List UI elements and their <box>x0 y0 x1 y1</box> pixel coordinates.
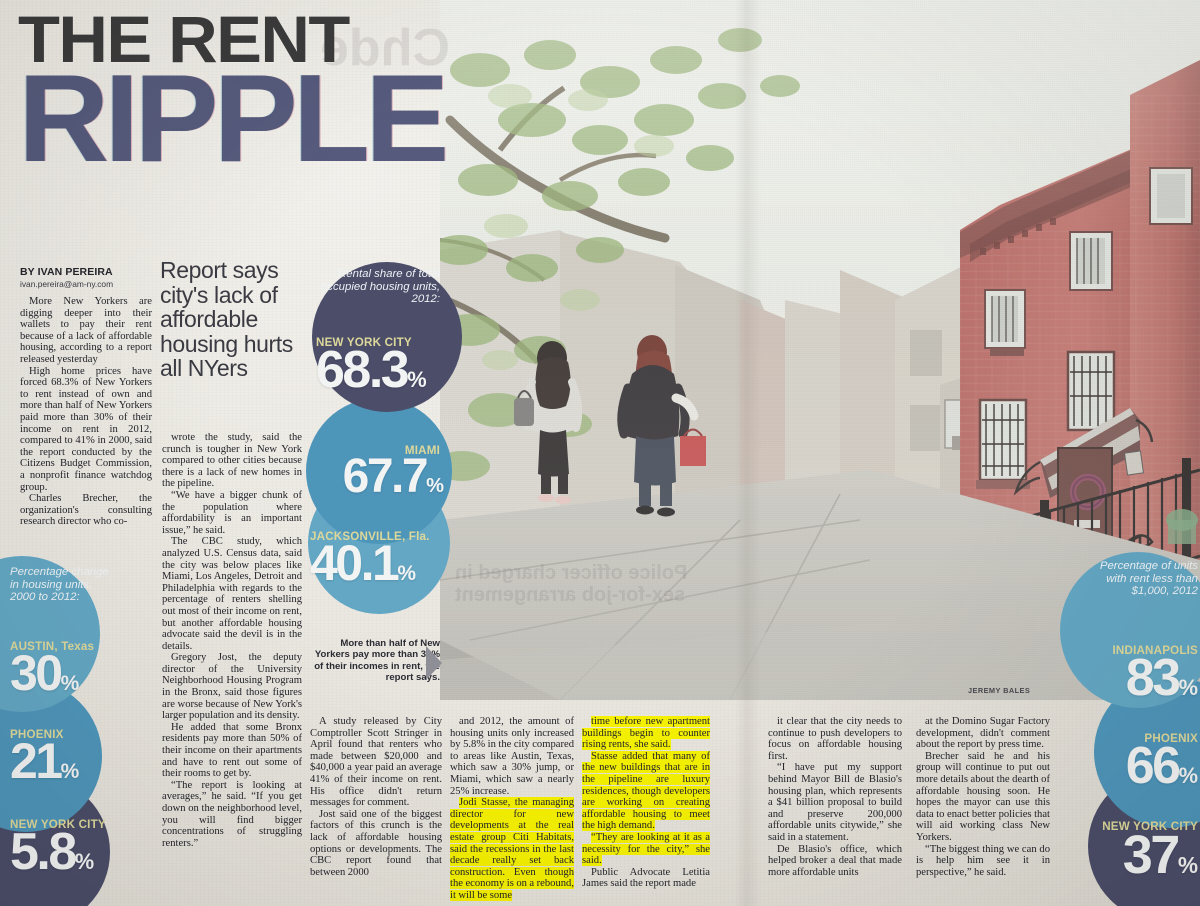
value-number: 5.8 <box>10 823 77 881</box>
paragraph: “The biggest thing we can do is help him… <box>916 843 1050 878</box>
rent-under-value-2: 37% <box>1066 828 1198 882</box>
paragraph-highlighted: Stasse added that many of the new buildi… <box>582 750 710 832</box>
highlight-span: “They are looking at it as a necessity f… <box>582 831 710 867</box>
rent-under-intro: Percentage of units with rent less than … <box>1099 560 1198 598</box>
body-column-1: More New Yorkers are digging deeper into… <box>20 296 152 546</box>
rental-share-city-0: NEW YORK CITY <box>316 336 412 349</box>
paragraph-highlighted: time before new apartment buildings begi… <box>582 716 710 751</box>
value-unit: % <box>426 475 444 497</box>
value-unit: % <box>407 367 427 392</box>
byline: BY IVAN PEREIRA ivan.pereira@am-ny.com <box>20 266 155 289</box>
value-number: 40.1 <box>310 535 400 591</box>
paragraph: “I have put my support behind Mayor Bill… <box>768 762 902 843</box>
paragraph: “The report is looking at averages,” he … <box>162 779 302 849</box>
body-column-4: and 2012, the amount of housing units on… <box>450 716 574 902</box>
bubble-miami <box>306 398 452 544</box>
byline-email[interactable]: ivan.pereira@am-ny.com <box>20 279 114 289</box>
caption-arrow-icon <box>426 646 442 680</box>
rental-share-value-1: 67.7% <box>312 453 444 501</box>
value-unit: % <box>60 672 80 695</box>
photo-caption: More than half of New Yorkers pay more t… <box>314 638 440 684</box>
paragraph: at the Domino Sugar Factory development,… <box>916 716 1050 751</box>
rent-under-city-2: NEW YORK CITY <box>1102 820 1198 833</box>
rent-under-city-0: INDIANAPOLIS <box>1112 644 1198 657</box>
bubble-indianapolis-rent <box>1060 552 1200 708</box>
pct-change-city-0: AUSTIN, Texas <box>10 640 95 653</box>
paragraph: and 2012, the amount of housing units on… <box>450 716 574 797</box>
highlight-span: Stasse added that many of the new buildi… <box>582 750 710 832</box>
paragraph: Public Advocate Letitia James said the r… <box>582 866 710 890</box>
value-unit: % <box>397 562 417 585</box>
body-column-2: wrote the study, said the crunch is toug… <box>162 432 302 902</box>
bubble-nyc-rental <box>312 262 462 412</box>
value-unit: % <box>74 849 95 874</box>
rental-share-value-2: 40.1% <box>310 538 444 588</box>
headline-line-1: THE RENT <box>18 2 350 76</box>
value-unit: % <box>1177 852 1198 878</box>
value-number: 30 <box>10 645 63 701</box>
masthead: THE RENT RIPPLE <box>18 6 449 181</box>
value-number: 83 <box>1125 649 1181 707</box>
paragraph: A study released by City Comptroller Sco… <box>310 716 442 809</box>
pct-change-intro: Percentage change in housing units, 2000… <box>10 566 109 604</box>
photo-credit: JEREMY BALES <box>968 686 1031 695</box>
paragraph: He added that some Bronx residents pay m… <box>162 721 302 780</box>
paragraph: High home prices have forced 68.3% of Ne… <box>20 365 152 493</box>
value-unit: % <box>1178 675 1198 700</box>
paragraph-highlighted: “They are looking at it as a necessity f… <box>582 831 710 867</box>
paragraph: The CBC study, which analyzed U.S. Censu… <box>162 536 302 652</box>
paragraph: it clear that the city needs to continue… <box>768 716 902 762</box>
highlight-span: time before new apartment buildings begi… <box>582 716 710 751</box>
article-deck: Report says city's lack of affordable ho… <box>160 257 293 382</box>
pct-change-city-1: PHOENIX <box>10 728 64 741</box>
rental-share-value-0: 68.3% <box>316 344 448 396</box>
body-column-3: A study released by City Comptroller Sco… <box>310 716 442 902</box>
rent-under-city-1: PHOENIX <box>1144 732 1198 745</box>
headline-line-2: RIPPLE <box>18 50 449 189</box>
body-column-6: it clear that the city needs to continue… <box>768 716 902 902</box>
rental-share-city-2: JACKSONVILLE, Fla. <box>310 530 430 543</box>
paragraph: De Blasio's office, which helped broker … <box>768 843 902 878</box>
paragraph: Jost said one of the biggest factors of … <box>310 808 442 878</box>
street-photo-illustration <box>440 0 1200 700</box>
value-unit: % <box>1178 763 1198 788</box>
rental-share-intro: Rental share of total occupied housing u… <box>320 268 440 306</box>
pct-change-value-1: 21% <box>10 736 130 786</box>
paragraph: Charles Brecher, the organization's cons… <box>20 493 152 528</box>
rent-under-value-1: 66% <box>1074 740 1198 792</box>
rent-under-value-0: 83% <box>1074 652 1198 704</box>
value-number: 66 <box>1125 737 1181 795</box>
value-number: 37 <box>1122 825 1181 885</box>
value-unit: % <box>60 760 80 783</box>
paragraph-highlighted: Jodi Stasse, the managing director for n… <box>450 797 574 901</box>
byline-author: BY IVAN PEREIRA <box>20 266 113 278</box>
paragraph: wrote the study, said the crunch is toug… <box>162 432 302 490</box>
body-column-7: at the Domino Sugar Factory development,… <box>916 716 1050 902</box>
pct-change-value-0: 30% <box>10 648 130 698</box>
body-column-5: time before new apartment buildings begi… <box>582 716 710 902</box>
paragraph: More New Yorkers are digging deeper into… <box>20 296 152 365</box>
highlight-span: Jodi Stasse, the managing director for n… <box>450 797 574 901</box>
pct-change-city-2: NEW YORK CITY <box>10 818 106 831</box>
paragraph: Gregory Jost, the deputy director of the… <box>162 652 302 722</box>
paragraph: Brecher said he and his group will conti… <box>916 750 1050 843</box>
paragraph: “We have a bigger chunk of the populatio… <box>162 489 302 536</box>
value-number: 21 <box>10 733 63 789</box>
value-number: 68.3 <box>316 341 410 399</box>
value-number: 67.7 <box>342 450 429 503</box>
pct-change-value-2: 5.8% <box>10 826 134 878</box>
rental-share-city-1: MIAMI <box>404 444 440 457</box>
